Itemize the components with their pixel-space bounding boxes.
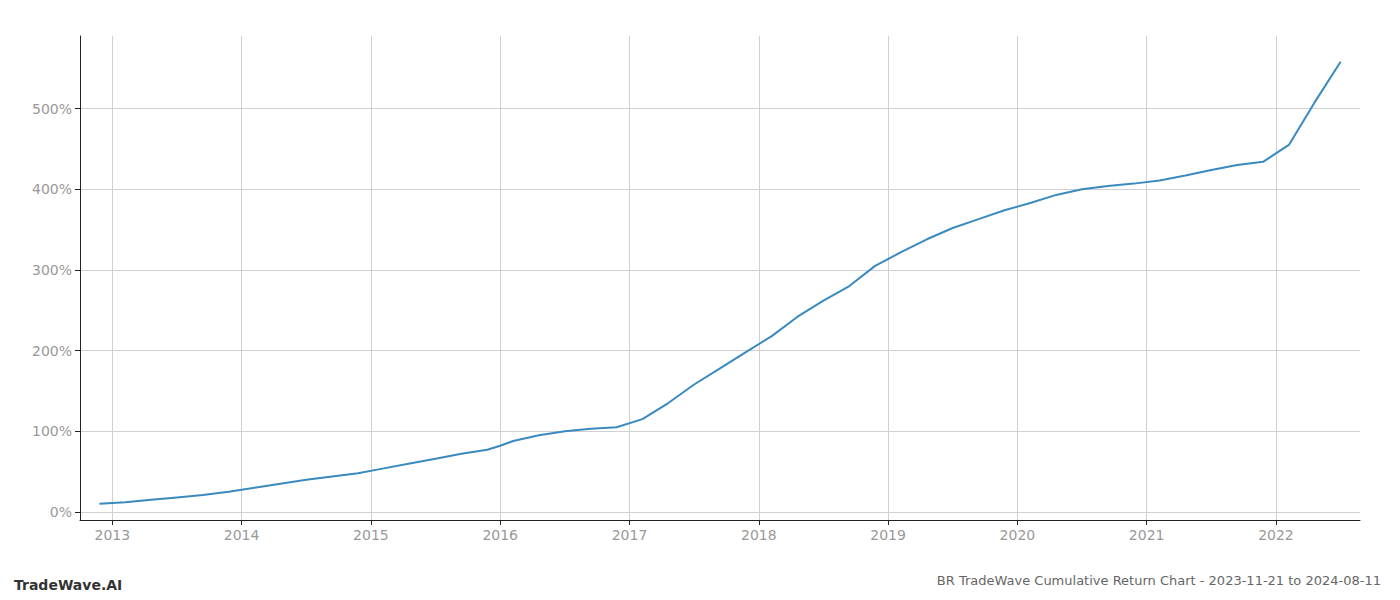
svg-text:2021: 2021	[1129, 527, 1165, 543]
svg-text:2015: 2015	[353, 527, 389, 543]
svg-text:0%: 0%	[50, 504, 72, 520]
svg-text:2013: 2013	[95, 527, 131, 543]
svg-text:2019: 2019	[870, 527, 906, 543]
svg-text:2020: 2020	[1000, 527, 1036, 543]
svg-text:2014: 2014	[224, 527, 260, 543]
svg-text:2017: 2017	[612, 527, 648, 543]
svg-text:100%: 100%	[32, 423, 72, 439]
svg-text:2022: 2022	[1258, 527, 1294, 543]
svg-text:400%: 400%	[32, 181, 72, 197]
svg-text:BR TradeWave Cumulative Return: BR TradeWave Cumulative Return Chart - 2…	[937, 573, 1381, 588]
svg-text:500%: 500%	[32, 101, 72, 117]
svg-text:2018: 2018	[741, 527, 777, 543]
svg-text:200%: 200%	[32, 343, 72, 359]
svg-text:2016: 2016	[482, 527, 518, 543]
svg-text:TradeWave.AI: TradeWave.AI	[14, 577, 122, 593]
svg-text:300%: 300%	[32, 262, 72, 278]
